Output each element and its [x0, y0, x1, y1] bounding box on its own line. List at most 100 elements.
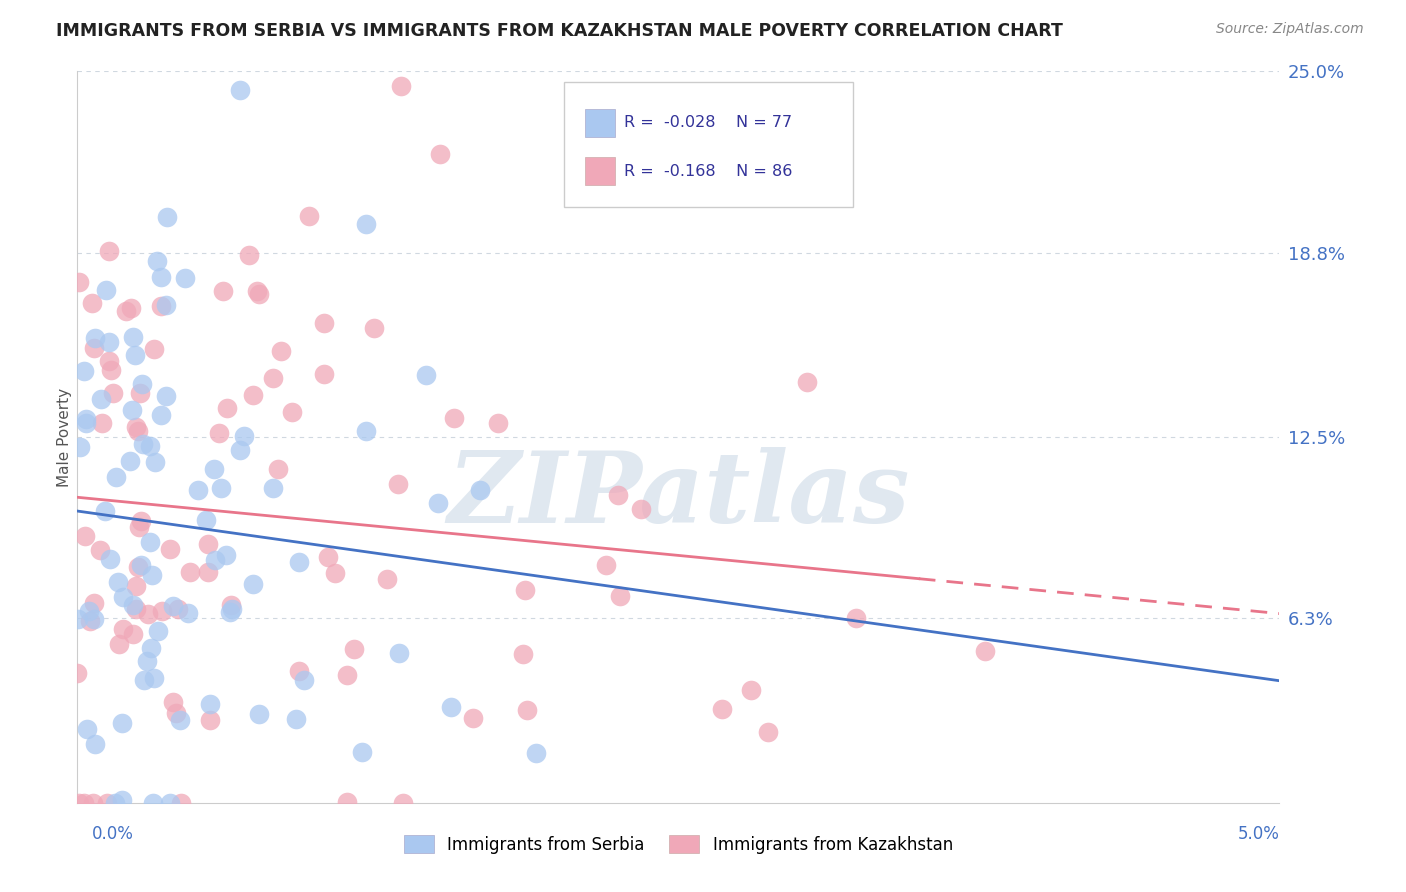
Point	[75, 416, 97, 430]
Point	[316, 550, 339, 565]
Legend: Immigrants from Serbia, Immigrants from Kazakhstan: Immigrants from Serbia, Immigrants from …	[396, 829, 960, 860]
Point	[104, 796, 127, 810]
Point	[90, 416, 112, 430]
Point	[512, 647, 534, 661]
Point	[387, 476, 409, 491]
Point	[312, 367, 335, 381]
Point	[215, 548, 238, 562]
Point	[73, 796, 96, 810]
Point	[440, 700, 463, 714]
Point	[124, 348, 146, 362]
Point	[297, 210, 319, 224]
Point	[107, 574, 129, 589]
Point	[354, 217, 377, 231]
Point	[229, 442, 252, 457]
Point	[630, 502, 652, 516]
Point	[267, 461, 290, 475]
Point	[98, 244, 121, 259]
Point	[247, 287, 270, 301]
Point	[391, 796, 413, 810]
Point	[375, 573, 398, 587]
Point	[143, 671, 166, 685]
Point	[155, 389, 177, 403]
Point	[323, 566, 346, 580]
Point	[262, 481, 284, 495]
Point	[84, 331, 107, 345]
Text: Source: ZipAtlas.com: Source: ZipAtlas.com	[1216, 22, 1364, 37]
Point	[150, 604, 173, 618]
Point	[233, 429, 256, 443]
Point	[125, 602, 148, 616]
Y-axis label: Male Poverty: Male Poverty	[56, 387, 72, 487]
Point	[118, 454, 141, 468]
Point	[89, 543, 111, 558]
Point	[83, 597, 105, 611]
Point	[83, 737, 105, 751]
Point	[131, 514, 153, 528]
Text: ZIPatlas: ZIPatlas	[447, 448, 910, 544]
Point	[128, 519, 150, 533]
Point	[187, 483, 209, 497]
Point	[974, 644, 997, 658]
Point	[83, 341, 105, 355]
Point	[66, 611, 89, 625]
Text: IMMIGRANTS FROM SERBIA VS IMMIGRANTS FROM KAZAKHSTAN MALE POVERTY CORRELATION CH: IMMIGRANTS FROM SERBIA VS IMMIGRANTS FRO…	[56, 22, 1063, 40]
Point	[281, 405, 304, 419]
Point	[155, 298, 177, 312]
Point	[176, 606, 198, 620]
Point	[129, 385, 152, 400]
Point	[336, 668, 359, 682]
FancyBboxPatch shape	[564, 82, 852, 207]
Point	[100, 362, 122, 376]
Point	[796, 375, 818, 389]
Point	[120, 301, 142, 315]
Point	[159, 796, 181, 810]
Point	[167, 602, 190, 616]
Point	[125, 420, 148, 434]
Point	[389, 78, 412, 93]
Point	[115, 303, 138, 318]
Point	[101, 386, 124, 401]
Point	[149, 270, 172, 285]
Point	[242, 388, 264, 402]
Point	[238, 248, 260, 262]
Point	[595, 558, 617, 573]
Point	[156, 210, 179, 224]
Point	[463, 711, 485, 725]
Point	[288, 664, 311, 678]
Point	[125, 579, 148, 593]
Point	[221, 602, 243, 616]
Point	[77, 604, 100, 618]
Point	[127, 560, 149, 574]
Point	[270, 344, 292, 359]
Point	[426, 496, 449, 510]
Point	[202, 462, 225, 476]
Point	[169, 713, 191, 727]
Point	[111, 793, 134, 807]
Point	[69, 440, 91, 454]
Point	[388, 646, 411, 660]
Text: 5.0%: 5.0%	[1237, 825, 1279, 843]
Point	[429, 146, 451, 161]
Point	[246, 284, 269, 298]
Point	[179, 565, 201, 579]
Point	[162, 599, 184, 613]
Point	[143, 342, 166, 356]
Text: R =  -0.028    N = 77: R = -0.028 N = 77	[624, 115, 793, 130]
Point	[76, 722, 98, 736]
Point	[149, 299, 172, 313]
Point	[75, 412, 97, 426]
Point	[136, 607, 159, 621]
Point	[94, 504, 117, 518]
Point	[73, 529, 96, 543]
Point	[97, 335, 120, 350]
Point	[138, 534, 160, 549]
Point	[82, 796, 104, 810]
Point	[131, 558, 153, 573]
Point	[98, 551, 121, 566]
Point	[146, 254, 169, 268]
Point	[336, 795, 359, 809]
Point	[111, 590, 134, 604]
Point	[96, 283, 118, 297]
FancyBboxPatch shape	[585, 110, 614, 137]
